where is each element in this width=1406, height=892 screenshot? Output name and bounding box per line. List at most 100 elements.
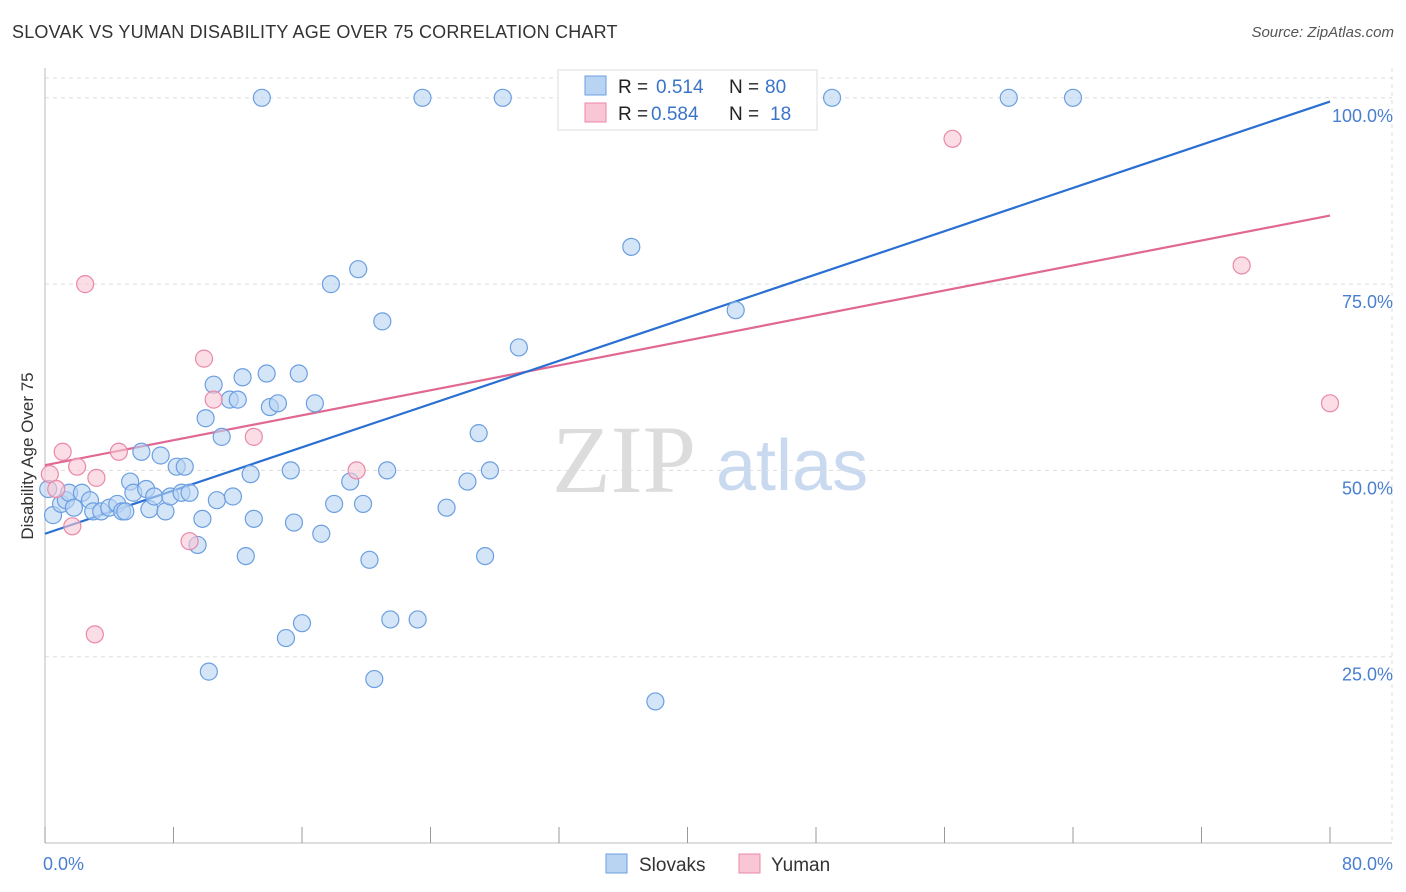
slovaks-point — [360, 550, 379, 569]
chart-title: SLOVAK VS YUMAN DISABILITY AGE OVER 75 C… — [12, 22, 618, 42]
slovaks-point — [180, 483, 199, 502]
slovaks-point — [244, 509, 263, 528]
slovaks-point — [281, 461, 300, 480]
watermark-zip: ZIP — [552, 406, 696, 513]
yuman-point — [347, 461, 366, 480]
slovaks-point — [726, 301, 745, 320]
chart-source: Source: ZipAtlas.com — [1251, 24, 1394, 41]
slovaks-point — [509, 338, 528, 357]
x-tick-labels: 0.0% 80.0% — [43, 854, 1393, 874]
slovaks-trend-line — [44, 100, 1331, 535]
x-tick-label: 0.0% — [43, 854, 84, 874]
yuman-point — [1232, 256, 1251, 275]
slovaks-point — [476, 547, 495, 566]
slovaks-point — [292, 614, 312, 633]
slovaks-point — [325, 494, 344, 514]
yuman-point — [1320, 394, 1340, 413]
yuman-point — [76, 275, 95, 294]
slovaks-point — [1063, 88, 1083, 107]
slovaks-point — [437, 498, 456, 517]
legend-slovaks-swatch — [605, 853, 628, 874]
legend-yuman-label: Yuman — [771, 855, 830, 876]
slovaks-point — [268, 394, 288, 413]
slovaks-point — [207, 491, 226, 510]
yuman-point — [63, 517, 82, 536]
slovaks-point — [212, 427, 231, 446]
slovaks-point — [349, 260, 368, 279]
yuman-point — [194, 349, 214, 368]
stats-slovaks-r-label: R = — [618, 77, 648, 98]
trend-lines — [44, 100, 1331, 535]
yuman-point — [85, 625, 104, 644]
slovaks-point — [199, 662, 218, 681]
slovaks-point — [353, 494, 373, 514]
yuman-point — [109, 442, 128, 461]
yuman-trend-line — [44, 214, 1331, 467]
slovaks-point — [378, 461, 397, 480]
slovaks-point — [458, 472, 477, 491]
stats-box: R = 0.514 N = 80 R = 0.584 N = 18 — [557, 69, 818, 131]
y-axis-label: Disability Age Over 75 — [18, 372, 37, 539]
slovaks-point — [236, 547, 255, 566]
y-tick-label: 100.0% — [1332, 106, 1393, 126]
slovaks-point — [999, 88, 1018, 107]
slovaks-point — [365, 669, 384, 689]
slovaks-point — [413, 88, 432, 107]
yuman-point — [204, 390, 223, 409]
watermark-atlas: atlas — [716, 426, 868, 506]
legend-slovaks-label: Slovaks — [639, 855, 706, 876]
slovaks-point — [116, 502, 135, 521]
yuman-point — [180, 532, 199, 551]
slovaks-point — [132, 442, 151, 461]
legend-yuman-swatch — [738, 853, 761, 874]
slovaks-point — [373, 312, 392, 331]
slovaks-point — [312, 524, 331, 543]
stats-yuman-r-value: 0.584 — [651, 104, 699, 125]
stats-slovaks-n-label: N = — [729, 77, 759, 98]
yuman-point — [943, 129, 962, 148]
x-tick-label: 80.0% — [1342, 854, 1393, 874]
stats-yuman-r-label: R = — [618, 104, 648, 125]
slovaks-point — [381, 610, 400, 629]
slovaks-point — [622, 237, 641, 256]
stats-yuman-n-label: N = — [729, 104, 759, 125]
yuman-point — [47, 479, 66, 499]
slovaks-point — [289, 364, 308, 383]
y-tick-label: 50.0% — [1342, 478, 1393, 498]
legend: Slovaks Yuman — [605, 853, 830, 876]
slovaks-point — [193, 509, 212, 528]
stats-yuman-n-value: 18 — [770, 104, 791, 125]
watermark: ZIP atlas — [552, 406, 868, 513]
slovaks-point — [284, 513, 304, 532]
slovaks-point — [257, 364, 276, 383]
y-tick-label: 25.0% — [1342, 665, 1393, 685]
slovaks-point — [145, 487, 164, 506]
y-tick-label: 75.0% — [1342, 292, 1393, 312]
yuman-point — [87, 468, 106, 487]
slovaks-point — [64, 498, 84, 517]
slovaks-point — [822, 88, 842, 107]
slovaks-point — [175, 457, 194, 476]
slovaks-point — [241, 465, 260, 484]
slovaks-point — [196, 409, 215, 428]
stats-slovaks-n-value: 80 — [765, 77, 786, 98]
yuman-point — [53, 442, 72, 461]
data-points — [39, 88, 1340, 711]
slovaks-point — [469, 424, 488, 443]
slovaks-point — [223, 487, 243, 506]
yuman-point — [68, 457, 87, 476]
slovaks-point — [480, 461, 500, 480]
slovaks-point — [228, 390, 247, 409]
stats-slovaks-swatch — [584, 75, 607, 96]
slovaks-point — [493, 88, 512, 107]
slovaks-point — [252, 88, 271, 107]
slovaks-point — [646, 692, 665, 711]
y-tick-labels: 25.0% 50.0% 75.0% 100.0% — [1332, 106, 1393, 685]
slovaks-point — [233, 368, 252, 387]
slovaks-point — [305, 394, 324, 413]
slovaks-point — [321, 275, 341, 294]
stats-yuman-swatch — [584, 102, 607, 123]
slovaks-point — [408, 610, 427, 629]
yuman-point — [244, 427, 263, 446]
